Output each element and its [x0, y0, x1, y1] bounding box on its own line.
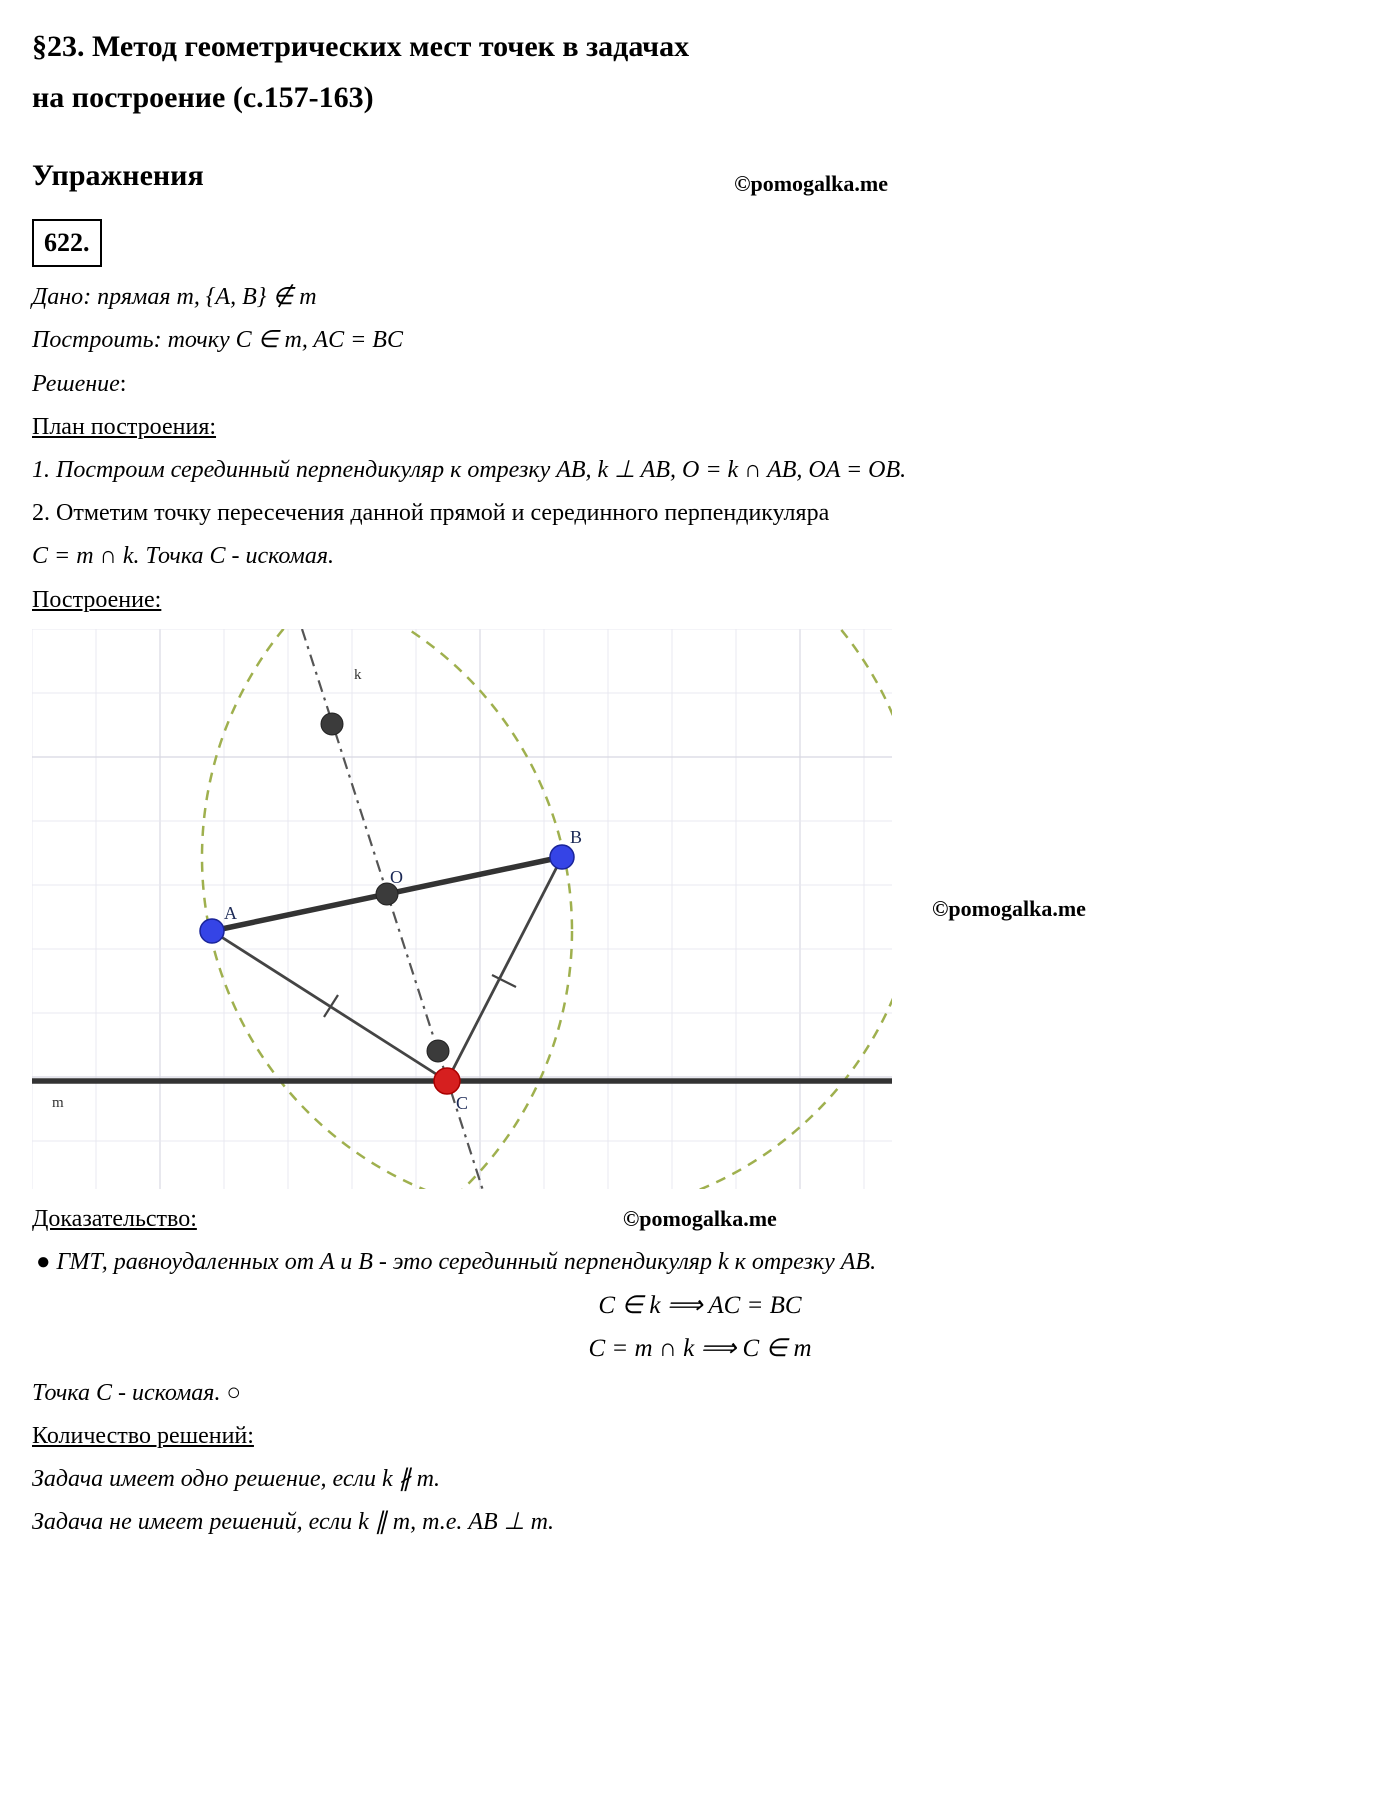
- intersection-top: [321, 713, 343, 735]
- solution-line: Решение:: [32, 366, 1368, 403]
- plan-step-2b: C = m ∩ k. Точка C - искомая.: [32, 538, 1368, 575]
- point-a: [200, 919, 224, 943]
- label-m: m: [52, 1095, 64, 1111]
- solution-label: Решение: [32, 371, 120, 397]
- count-label: Количество решений:: [32, 1418, 1368, 1455]
- copyright-mark-2: ©pomogalka.me: [932, 892, 1086, 926]
- copyright-mark-3: ©pomogalka.me: [623, 1206, 777, 1231]
- construct-label: Построить: [32, 327, 154, 353]
- plan-step-2: 2. Отметим точку пересечения данной прям…: [32, 495, 1368, 532]
- construction-label: Построение:: [32, 582, 1368, 619]
- label-o: O: [390, 867, 403, 887]
- label-k: k: [354, 667, 362, 683]
- intersection-bottom: [427, 1040, 449, 1062]
- problem-number: 622.: [32, 219, 102, 267]
- copyright-mark: ©pomogalka.me: [734, 167, 888, 201]
- plan-step-1: 1. Построим серединный перпендикуляр к о…: [32, 452, 1368, 489]
- point-b: [550, 845, 574, 869]
- proof-conclusion: Точка C - искомая. ○: [32, 1375, 1368, 1412]
- point-c: [434, 1068, 460, 1094]
- label-c: C: [456, 1093, 468, 1113]
- construction-diagram: A B O C k m: [32, 629, 892, 1189]
- proof-implication-1: C ∈ k ⟹ AC = BC: [32, 1287, 1368, 1326]
- given-line: Дано: прямая m, {A, B} ∉ m: [32, 279, 1368, 316]
- count-case-2: Задача не имеет решений, если k ∥ m, т.е…: [32, 1504, 1368, 1541]
- given-label: Дано: [32, 284, 83, 310]
- label-b: B: [570, 827, 582, 847]
- section-heading: §23. Метод геометрических мест точек в з…: [32, 24, 1368, 71]
- proof-label: Доказательство: ©pomogalka.me: [32, 1201, 1368, 1238]
- problem-block: 622. Дано: прямая m, {A, B} ∉ m Построит…: [32, 219, 1368, 1541]
- exercises-title: Упражнения: [32, 153, 204, 200]
- construct-text: : точку C ∈ m, AC = BC: [154, 327, 403, 353]
- count-case-1: Задача имеет одно решение, если k ∦ m.: [32, 1461, 1368, 1498]
- label-a: A: [224, 903, 237, 923]
- proof-implication-2: C = m ∩ k ⟹ C ∈ m: [32, 1330, 1368, 1369]
- section-subheading: на построение (с.157-163): [32, 75, 1368, 122]
- plan-label: План построения:: [32, 409, 1368, 446]
- proof-text: ● ГМТ, равноудаленных от A и B - это сер…: [36, 1244, 1368, 1281]
- given-text: : прямая m, {A, B} ∉ m: [83, 284, 316, 310]
- construct-line: Построить: точку C ∈ m, AC = BC: [32, 322, 1368, 359]
